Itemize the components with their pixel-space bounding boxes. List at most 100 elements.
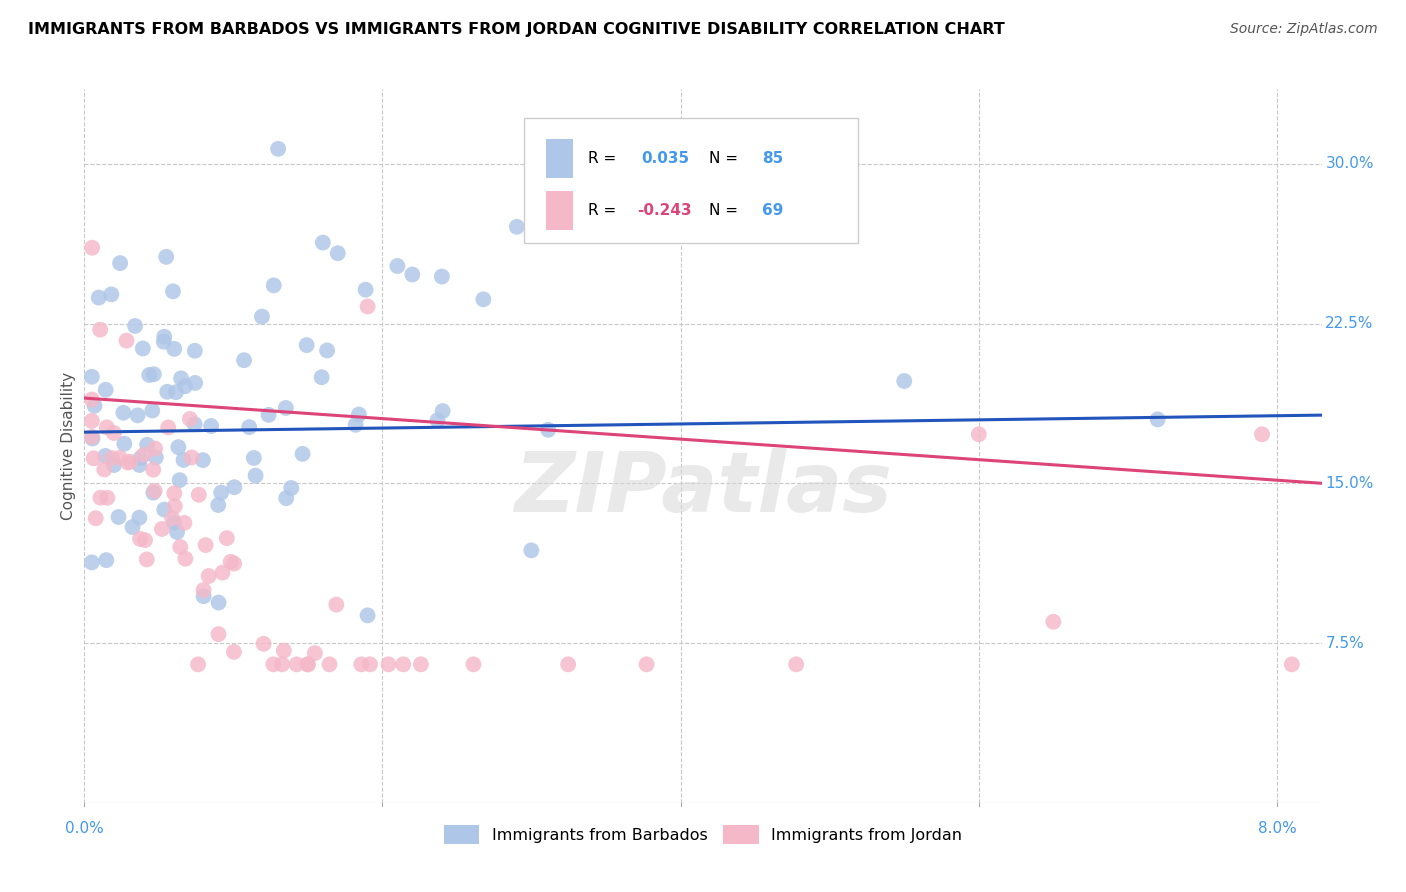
- Point: [209, 485, 232, 500]
- Text: 0.0%: 0.0%: [65, 821, 104, 836]
- Point: [311, 370, 333, 384]
- Point: [356, 300, 378, 314]
- Point: [191, 453, 214, 467]
- Point: [262, 657, 284, 672]
- Point: [127, 409, 149, 423]
- Point: [557, 657, 579, 672]
- Point: [257, 408, 280, 422]
- Text: Source: ZipAtlas.com: Source: ZipAtlas.com: [1230, 22, 1378, 37]
- Point: [112, 436, 135, 450]
- Point: [193, 589, 215, 603]
- Point: [207, 596, 229, 610]
- FancyBboxPatch shape: [546, 139, 574, 178]
- Point: [160, 511, 183, 525]
- Point: [103, 425, 125, 440]
- Text: 30.0%: 30.0%: [1326, 156, 1374, 171]
- Point: [312, 235, 335, 250]
- Point: [138, 368, 160, 382]
- Point: [572, 122, 595, 136]
- Point: [325, 598, 347, 612]
- Point: [96, 491, 118, 505]
- Point: [103, 458, 125, 472]
- Point: [350, 657, 373, 672]
- Text: N =: N =: [709, 152, 742, 166]
- Point: [194, 538, 217, 552]
- Point: [377, 657, 399, 672]
- Point: [224, 557, 246, 571]
- Point: [173, 453, 195, 467]
- Point: [174, 551, 197, 566]
- Point: [285, 657, 308, 672]
- Point: [136, 438, 159, 452]
- Point: [101, 450, 124, 465]
- Point: [80, 430, 103, 444]
- Point: [83, 451, 105, 466]
- Text: ZIPatlas: ZIPatlas: [515, 449, 891, 529]
- Text: R =: R =: [588, 152, 621, 166]
- Point: [207, 498, 229, 512]
- Point: [145, 450, 167, 465]
- Point: [359, 657, 381, 672]
- Point: [155, 250, 177, 264]
- Point: [271, 657, 294, 672]
- Text: 7.5%: 7.5%: [1326, 635, 1364, 650]
- Point: [87, 291, 110, 305]
- Point: [243, 450, 266, 465]
- Text: 85: 85: [762, 152, 783, 166]
- Point: [274, 401, 297, 415]
- Point: [318, 657, 340, 672]
- Point: [93, 462, 115, 476]
- Point: [135, 552, 157, 566]
- Point: [142, 368, 165, 382]
- Point: [520, 543, 543, 558]
- Point: [1251, 427, 1274, 442]
- Point: [82, 432, 104, 446]
- Point: [163, 486, 186, 500]
- Point: [167, 440, 190, 454]
- Text: R =: R =: [588, 203, 621, 218]
- Point: [785, 657, 807, 672]
- FancyBboxPatch shape: [546, 191, 574, 230]
- Point: [107, 510, 129, 524]
- Point: [132, 448, 155, 462]
- Point: [141, 403, 163, 417]
- Point: [215, 531, 238, 545]
- Point: [143, 483, 166, 498]
- Point: [134, 533, 156, 548]
- Text: 8.0%: 8.0%: [1257, 821, 1296, 836]
- Point: [117, 456, 139, 470]
- Point: [316, 343, 339, 358]
- Point: [152, 334, 174, 349]
- Point: [115, 334, 138, 348]
- Point: [233, 353, 256, 368]
- Point: [354, 283, 377, 297]
- Point: [267, 142, 290, 156]
- Point: [132, 342, 155, 356]
- Point: [291, 447, 314, 461]
- Point: [200, 419, 222, 434]
- Point: [157, 420, 180, 434]
- Point: [356, 608, 378, 623]
- Point: [893, 374, 915, 388]
- Point: [129, 532, 152, 546]
- Point: [463, 657, 485, 672]
- Point: [84, 511, 107, 525]
- Point: [94, 449, 117, 463]
- Point: [150, 522, 173, 536]
- Point: [263, 278, 285, 293]
- Point: [432, 404, 454, 418]
- Point: [297, 657, 319, 672]
- Point: [273, 643, 295, 657]
- Text: -0.243: -0.243: [637, 203, 692, 218]
- Point: [207, 627, 229, 641]
- Point: [89, 491, 111, 505]
- Point: [967, 427, 990, 442]
- Text: 69: 69: [762, 203, 783, 218]
- Point: [128, 458, 150, 472]
- Point: [80, 555, 103, 569]
- Point: [344, 417, 367, 432]
- Legend: Immigrants from Barbados, Immigrants from Jordan: Immigrants from Barbados, Immigrants fro…: [439, 821, 967, 848]
- Point: [163, 342, 186, 356]
- Point: [129, 451, 152, 466]
- Point: [276, 491, 298, 505]
